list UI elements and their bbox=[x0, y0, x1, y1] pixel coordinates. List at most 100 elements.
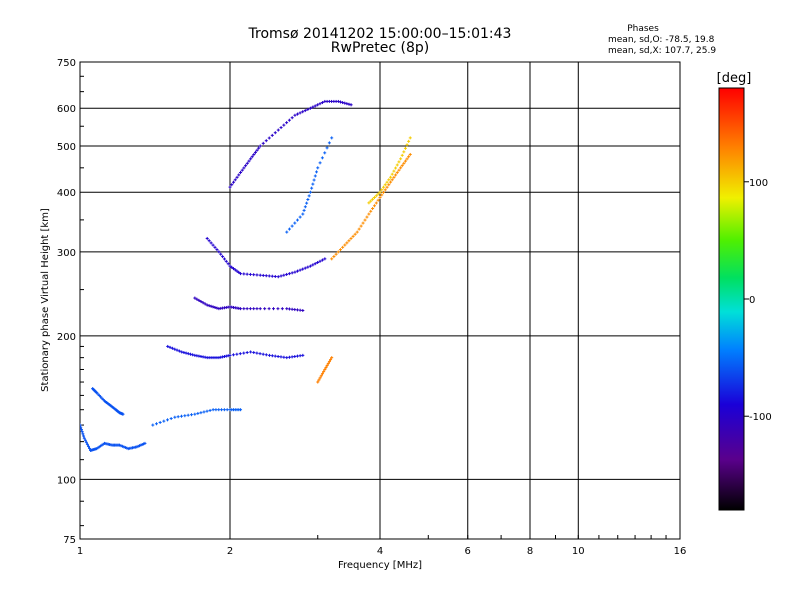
echo-point bbox=[226, 262, 230, 266]
echo-point bbox=[296, 269, 300, 273]
echo-point bbox=[394, 173, 398, 177]
echo-point bbox=[220, 408, 224, 412]
echo-point bbox=[267, 136, 271, 140]
echo-point bbox=[311, 182, 315, 186]
echo-point bbox=[383, 188, 387, 192]
echo-point bbox=[323, 257, 327, 261]
echo-point bbox=[245, 272, 249, 276]
echo-point bbox=[295, 354, 299, 358]
echo-point bbox=[258, 307, 262, 311]
echo-point bbox=[402, 161, 406, 165]
x-tick-label: 16 bbox=[674, 546, 687, 557]
echo-point bbox=[392, 169, 396, 173]
echo-point bbox=[341, 245, 345, 249]
echo-point bbox=[182, 351, 186, 355]
echo-point bbox=[285, 356, 289, 360]
echo-point bbox=[376, 192, 380, 196]
echo-point bbox=[313, 174, 317, 178]
echo-point bbox=[242, 351, 246, 355]
echo-point bbox=[191, 353, 195, 357]
echo-point bbox=[353, 232, 357, 236]
colorbar-ticks: 100 0 -100 bbox=[744, 178, 772, 423]
echo-point bbox=[334, 252, 338, 256]
echo-point bbox=[400, 164, 404, 168]
echo-point bbox=[214, 408, 218, 412]
echo-point bbox=[376, 198, 380, 202]
echo-point bbox=[143, 441, 147, 445]
y-tick-label: 600 bbox=[57, 104, 76, 115]
echo-point bbox=[276, 128, 280, 132]
echo-point bbox=[186, 352, 190, 356]
echo-point bbox=[154, 422, 158, 426]
echo-point bbox=[380, 188, 384, 192]
echo-point bbox=[301, 353, 305, 357]
echo-point bbox=[405, 143, 409, 147]
echo-point bbox=[232, 180, 236, 184]
echo-point bbox=[325, 146, 329, 150]
echo-point bbox=[276, 275, 280, 279]
echo-point bbox=[399, 166, 403, 170]
echo-point bbox=[230, 265, 234, 269]
echo-point bbox=[385, 180, 389, 184]
echo-point bbox=[306, 107, 310, 111]
echo-point bbox=[224, 259, 228, 263]
echo-point bbox=[279, 355, 283, 359]
echo-point bbox=[199, 300, 203, 304]
colorbar-tick-label: 100 bbox=[749, 178, 768, 189]
echo-point bbox=[320, 372, 324, 376]
echo-point bbox=[323, 367, 327, 371]
echo-point bbox=[374, 194, 378, 198]
echo-point bbox=[330, 136, 334, 140]
echo-point bbox=[316, 103, 320, 107]
echo-point bbox=[282, 355, 286, 359]
echo-point bbox=[287, 355, 291, 359]
echo-point bbox=[341, 101, 345, 105]
echo-point bbox=[264, 353, 268, 357]
echo-point bbox=[222, 257, 226, 261]
echo-point bbox=[347, 102, 351, 106]
echo-point bbox=[189, 413, 193, 417]
echo-point bbox=[175, 348, 179, 352]
echo-point bbox=[298, 268, 302, 272]
echo-point bbox=[372, 204, 376, 208]
echo-point bbox=[365, 215, 369, 219]
x-tick-label: 10 bbox=[572, 546, 585, 557]
echo-point bbox=[279, 274, 283, 278]
echo-point bbox=[245, 161, 249, 165]
echo-point bbox=[228, 185, 232, 189]
echo-point bbox=[399, 157, 403, 161]
x-tick-label: 8 bbox=[527, 546, 533, 557]
echo-point bbox=[239, 307, 243, 311]
echo-point bbox=[302, 208, 306, 212]
echo-point bbox=[308, 264, 312, 268]
echo-point bbox=[407, 139, 411, 143]
echo-point bbox=[197, 298, 201, 302]
echo-point bbox=[290, 271, 294, 275]
echo-point bbox=[330, 257, 334, 261]
echo-point bbox=[324, 366, 328, 370]
y-tick-label: 400 bbox=[57, 188, 76, 199]
echo-point bbox=[290, 355, 294, 359]
echo-point bbox=[400, 153, 404, 157]
echo-point bbox=[369, 199, 373, 203]
echo-point bbox=[176, 415, 180, 419]
echo-point bbox=[158, 420, 162, 424]
echo-point bbox=[170, 346, 174, 350]
echo-point bbox=[392, 175, 396, 179]
x-tick-label: 1 bbox=[77, 546, 83, 557]
echo-point bbox=[387, 183, 391, 187]
echo-point bbox=[310, 186, 314, 190]
echo-point bbox=[378, 190, 382, 194]
echo-point bbox=[239, 170, 243, 174]
echo-point bbox=[293, 221, 297, 225]
echo-point bbox=[173, 415, 177, 419]
echo-point bbox=[84, 440, 88, 444]
echo-point bbox=[121, 412, 125, 416]
echo-point bbox=[238, 352, 242, 356]
echo-point bbox=[390, 178, 394, 182]
echo-point bbox=[270, 354, 274, 358]
echo-point bbox=[252, 153, 256, 157]
echo-point bbox=[287, 307, 291, 311]
echo-point bbox=[311, 105, 315, 109]
echo-point bbox=[252, 273, 256, 277]
